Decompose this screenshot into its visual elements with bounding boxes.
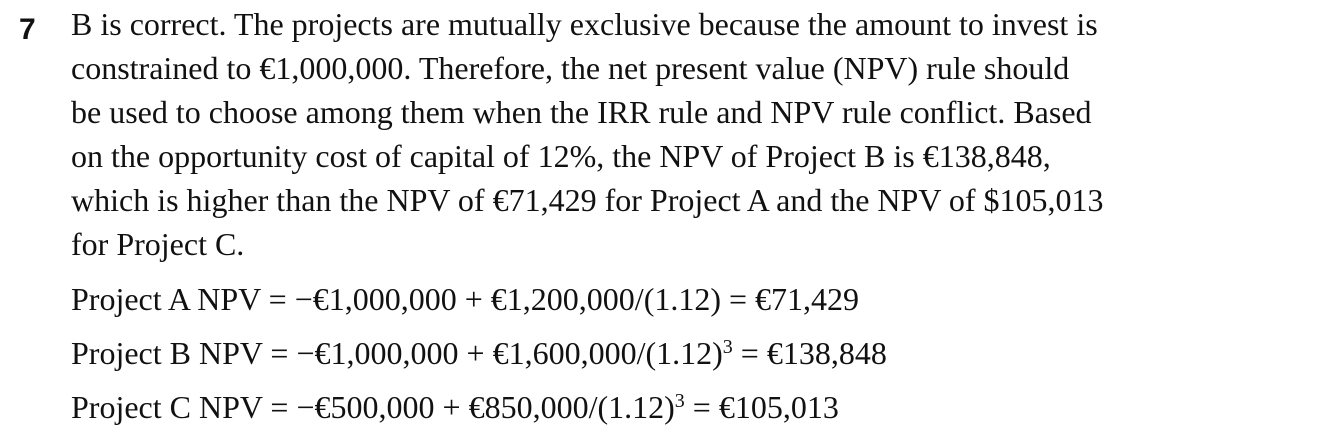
explanation-line: constrained to €1,000,000. Therefore, th… <box>71 50 1070 86</box>
explanation-line: for Project C. <box>71 226 245 262</box>
explanation-line: which is higher than the NPV of €71,429 … <box>71 182 1104 218</box>
calc-label: Project B NPV = <box>71 335 297 371</box>
calc-project-a: Project A NPV = −€1,000,000 + €1,200,000… <box>71 272 1271 326</box>
calc-project-b: Project B NPV = −€1,000,000 + €1,600,000… <box>71 326 1271 380</box>
question-number: 7 <box>19 13 36 46</box>
calc-exponent: 3 <box>674 390 685 412</box>
calc-project-c: Project C NPV = −€500,000 + €850,000/(1.… <box>71 380 1271 434</box>
calc-label: Project A NPV = <box>71 281 295 317</box>
calc-result: = €71,429 <box>721 281 860 317</box>
calc-label: Project C NPV = <box>71 389 297 425</box>
explanation-line: on the opportunity cost of capital of 12… <box>71 138 1051 174</box>
calc-result: = €105,013 <box>684 389 839 425</box>
explanation-paragraph: B is correct. The projects are mutually … <box>71 2 1321 266</box>
calc-result: = €138,848 <box>732 335 887 371</box>
npv-calculations: Project A NPV = −€1,000,000 + €1,200,000… <box>71 272 1271 434</box>
explanation-line: be used to choose among them when the IR… <box>71 94 1092 130</box>
calc-expression: −€500,000 + €850,000/(1.12) <box>296 389 675 425</box>
calc-expression: −€1,000,000 + €1,600,000/(1.12) <box>296 335 723 371</box>
calc-expression: −€1,000,000 + €1,200,000/(1.12) <box>294 281 721 317</box>
calc-exponent: 3 <box>722 336 733 358</box>
explanation-line: B is correct. The projects are mutually … <box>71 6 1098 42</box>
